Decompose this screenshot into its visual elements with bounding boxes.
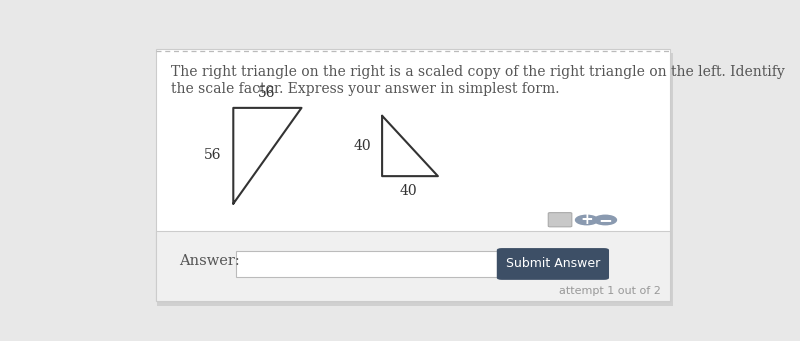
Circle shape [575, 215, 598, 225]
Text: Submit Answer: Submit Answer [506, 257, 600, 270]
Text: Answer:: Answer: [179, 254, 240, 268]
FancyBboxPatch shape [157, 53, 673, 306]
Text: 40: 40 [354, 139, 371, 153]
FancyBboxPatch shape [548, 213, 572, 227]
Text: The right triangle on the right is a scaled copy of the right triangle on the le: The right triangle on the right is a sca… [171, 64, 785, 78]
FancyBboxPatch shape [156, 49, 670, 301]
Text: 40: 40 [399, 184, 417, 198]
Text: −: − [598, 211, 612, 229]
Text: 56: 56 [203, 148, 221, 162]
Circle shape [594, 215, 617, 225]
FancyBboxPatch shape [237, 251, 497, 277]
FancyBboxPatch shape [497, 248, 609, 280]
Text: 56: 56 [258, 86, 275, 100]
Text: the scale factor. Express your answer in simplest form.: the scale factor. Express your answer in… [171, 81, 560, 95]
Text: +: + [580, 212, 593, 227]
Text: attempt 1 out of 2: attempt 1 out of 2 [559, 286, 661, 296]
FancyBboxPatch shape [156, 231, 670, 301]
